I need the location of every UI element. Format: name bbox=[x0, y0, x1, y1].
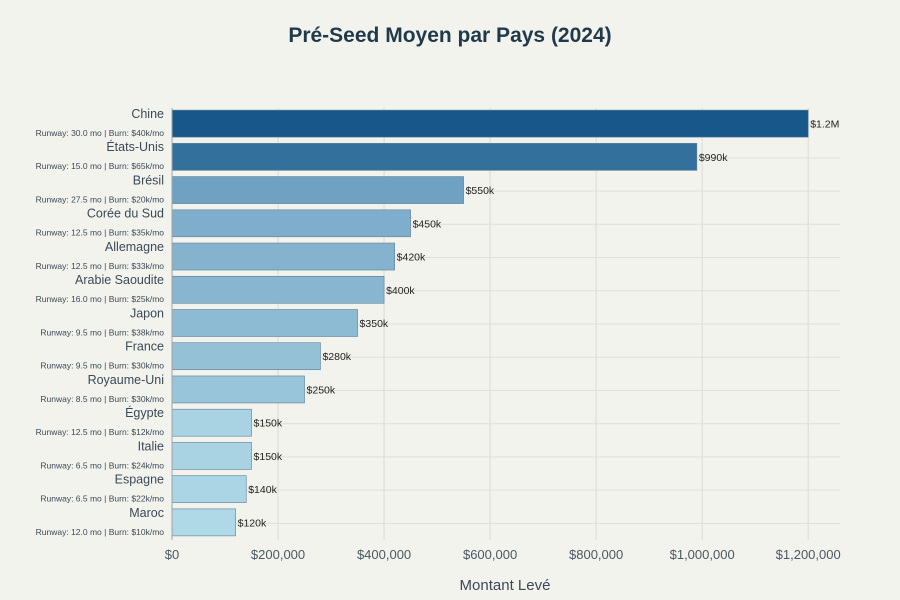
x-tick-label: $0 bbox=[165, 547, 179, 562]
x-tick-label: $800,000 bbox=[569, 547, 623, 562]
category-label: Corée du Sud bbox=[87, 207, 164, 221]
category-subtitle: Runway: 27.5 mo | Burn: $20k/mo bbox=[36, 194, 165, 204]
category-label: Italie bbox=[138, 439, 164, 453]
bar-value-label: $250k bbox=[307, 384, 336, 396]
bar[interactable] bbox=[171, 209, 411, 238]
bar-value-label: $140k bbox=[248, 484, 277, 496]
category-label: Japon bbox=[130, 306, 164, 320]
bar-value-label: $450k bbox=[413, 218, 442, 230]
bar[interactable] bbox=[171, 508, 236, 537]
bar-value-label: $420k bbox=[397, 252, 426, 264]
bar[interactable] bbox=[171, 176, 464, 204]
bar[interactable] bbox=[171, 342, 321, 371]
bar-value-label: $280k bbox=[322, 351, 351, 363]
category-label: Royaume-Uni bbox=[88, 373, 164, 387]
x-tick-label: $400,000 bbox=[357, 547, 411, 562]
category-subtitle: Runway: 16.0 mo | Burn: $25k/mo bbox=[36, 294, 165, 304]
category-subtitle: Runway: 9.5 mo | Burn: $38k/mo bbox=[40, 327, 164, 337]
category-subtitle: Runway: 6.5 mo | Burn: $24k/mo bbox=[40, 460, 164, 470]
category-label: Espagne bbox=[115, 473, 164, 487]
bar-value-label: $550k bbox=[466, 185, 495, 197]
bar[interactable] bbox=[171, 442, 252, 470]
bar[interactable] bbox=[171, 109, 809, 138]
category-label: Égypte bbox=[125, 405, 164, 420]
chart-title: Pré-Seed Moyen par Pays (2024) bbox=[288, 24, 612, 47]
bar-value-label: $150k bbox=[254, 418, 283, 430]
x-tick-label: $600,000 bbox=[463, 547, 517, 562]
category-label: Maroc bbox=[129, 506, 164, 520]
category-label: France bbox=[125, 340, 164, 354]
category-subtitle: Runway: 9.5 mo | Burn: $30k/mo bbox=[40, 361, 164, 371]
bar[interactable] bbox=[171, 275, 385, 304]
x-tick-label: $200,000 bbox=[251, 547, 305, 562]
category-subtitle: Runway: 30.0 mo | Burn: $40k/mo bbox=[36, 128, 165, 138]
category-label: Allemagne bbox=[105, 240, 164, 254]
category-subtitle: Runway: 15.0 mo | Burn: $65k/mo bbox=[36, 161, 165, 171]
bar-value-label: $1.2M bbox=[810, 119, 839, 131]
bar[interactable] bbox=[171, 408, 252, 437]
bar[interactable] bbox=[171, 242, 395, 271]
category-subtitle: Runway: 8.5 mo | Burn: $30k/mo bbox=[40, 394, 164, 404]
category-label: États-Unis bbox=[106, 139, 164, 154]
bar[interactable] bbox=[171, 375, 305, 404]
category-subtitle: Runway: 12.5 mo | Burn: $35k/mo bbox=[36, 228, 165, 238]
bar-value-label: $400k bbox=[386, 285, 415, 297]
bar[interactable] bbox=[171, 143, 698, 171]
category-label: Brésil bbox=[133, 173, 164, 187]
bar[interactable] bbox=[171, 475, 247, 503]
category-subtitle: Runway: 6.5 mo | Burn: $22k/mo bbox=[40, 494, 164, 504]
bar-value-label: $120k bbox=[238, 517, 267, 529]
x-tick-label: $1,200,000 bbox=[776, 547, 841, 562]
category-subtitle: Runway: 12.5 mo | Burn: $33k/mo bbox=[36, 261, 165, 271]
bar-value-label: $350k bbox=[360, 318, 389, 330]
x-axis-title: Montant Levé bbox=[460, 577, 551, 594]
bar-value-label: $990k bbox=[699, 152, 728, 164]
bar-value-label: $150k bbox=[254, 451, 283, 463]
category-label: Arabie Saoudite bbox=[75, 273, 164, 287]
category-subtitle: Runway: 12.5 mo | Burn: $12k/mo bbox=[36, 427, 165, 437]
category-subtitle: Runway: 12.0 mo | Burn: $10k/mo bbox=[36, 527, 165, 537]
bar[interactable] bbox=[171, 309, 358, 337]
category-label: Chine bbox=[131, 107, 164, 121]
x-tick-label: $1,000,000 bbox=[670, 547, 735, 562]
